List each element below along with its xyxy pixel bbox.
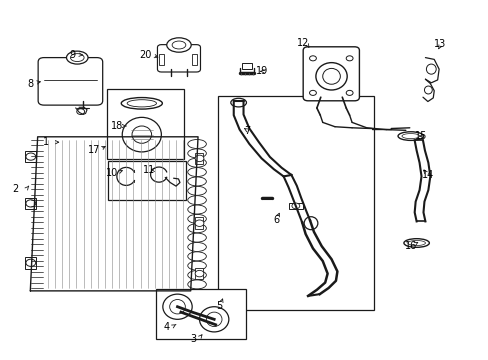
Bar [217,96,373,310]
Ellipse shape [187,186,206,195]
Ellipse shape [132,126,151,143]
Ellipse shape [401,134,419,139]
Ellipse shape [187,224,206,233]
Ellipse shape [187,252,206,261]
Ellipse shape [291,203,299,209]
Text: 17: 17 [87,145,100,156]
Ellipse shape [346,90,352,95]
Text: 16: 16 [404,240,416,251]
Bar [288,203,303,209]
Ellipse shape [187,280,206,289]
Bar [106,89,183,159]
Text: 4: 4 [163,322,169,332]
Bar [155,289,245,339]
Text: 13: 13 [433,39,446,49]
Ellipse shape [187,271,206,279]
Text: 14: 14 [421,170,433,180]
Ellipse shape [187,205,206,214]
Text: 8: 8 [28,78,34,89]
Ellipse shape [166,38,191,52]
Ellipse shape [187,158,206,167]
Ellipse shape [127,100,156,107]
Text: 18: 18 [111,121,123,131]
Ellipse shape [70,54,84,62]
Text: 1: 1 [43,137,49,147]
Ellipse shape [346,56,352,61]
Bar [25,257,36,269]
Ellipse shape [169,300,185,314]
Text: 2: 2 [13,184,19,194]
Bar [194,217,203,229]
Ellipse shape [206,312,222,327]
Bar [194,268,203,279]
Text: 12: 12 [296,38,309,48]
Ellipse shape [397,132,423,140]
Ellipse shape [315,63,346,90]
Text: 9: 9 [69,50,75,60]
Ellipse shape [407,240,425,246]
Text: 7: 7 [244,126,249,136]
Ellipse shape [26,259,36,266]
Bar [159,54,163,65]
Bar [25,198,36,209]
Text: 5: 5 [216,301,222,311]
Text: 19: 19 [255,66,267,76]
Ellipse shape [199,307,228,332]
Ellipse shape [187,243,206,251]
Ellipse shape [309,56,316,61]
Bar [25,151,36,162]
Ellipse shape [304,217,317,230]
Bar [191,54,196,65]
Ellipse shape [195,220,203,226]
Ellipse shape [121,98,162,109]
Text: 3: 3 [190,334,196,344]
Ellipse shape [26,153,36,160]
Ellipse shape [187,233,206,242]
Ellipse shape [424,86,431,94]
FancyBboxPatch shape [157,45,200,72]
Ellipse shape [187,149,206,158]
Ellipse shape [77,109,84,114]
Bar [241,63,252,69]
Text: 10: 10 [106,168,119,178]
Ellipse shape [230,98,246,107]
Ellipse shape [195,155,203,162]
Text: 15: 15 [414,131,427,141]
Ellipse shape [187,214,206,223]
Text: 20: 20 [139,50,152,60]
Ellipse shape [309,90,316,95]
FancyBboxPatch shape [38,58,102,105]
Ellipse shape [163,294,192,319]
Ellipse shape [187,139,206,148]
Ellipse shape [403,239,428,247]
Ellipse shape [122,117,161,152]
Ellipse shape [426,64,435,74]
Ellipse shape [187,177,206,186]
FancyBboxPatch shape [303,47,359,101]
Text: 6: 6 [273,215,279,225]
Text: 11: 11 [142,165,155,175]
Bar [194,153,203,164]
Ellipse shape [66,51,88,64]
Ellipse shape [322,68,340,84]
Ellipse shape [195,270,203,277]
Ellipse shape [187,167,206,176]
Ellipse shape [187,261,206,270]
Ellipse shape [187,196,206,204]
Ellipse shape [172,41,185,49]
Bar [107,161,185,200]
Ellipse shape [26,200,36,207]
